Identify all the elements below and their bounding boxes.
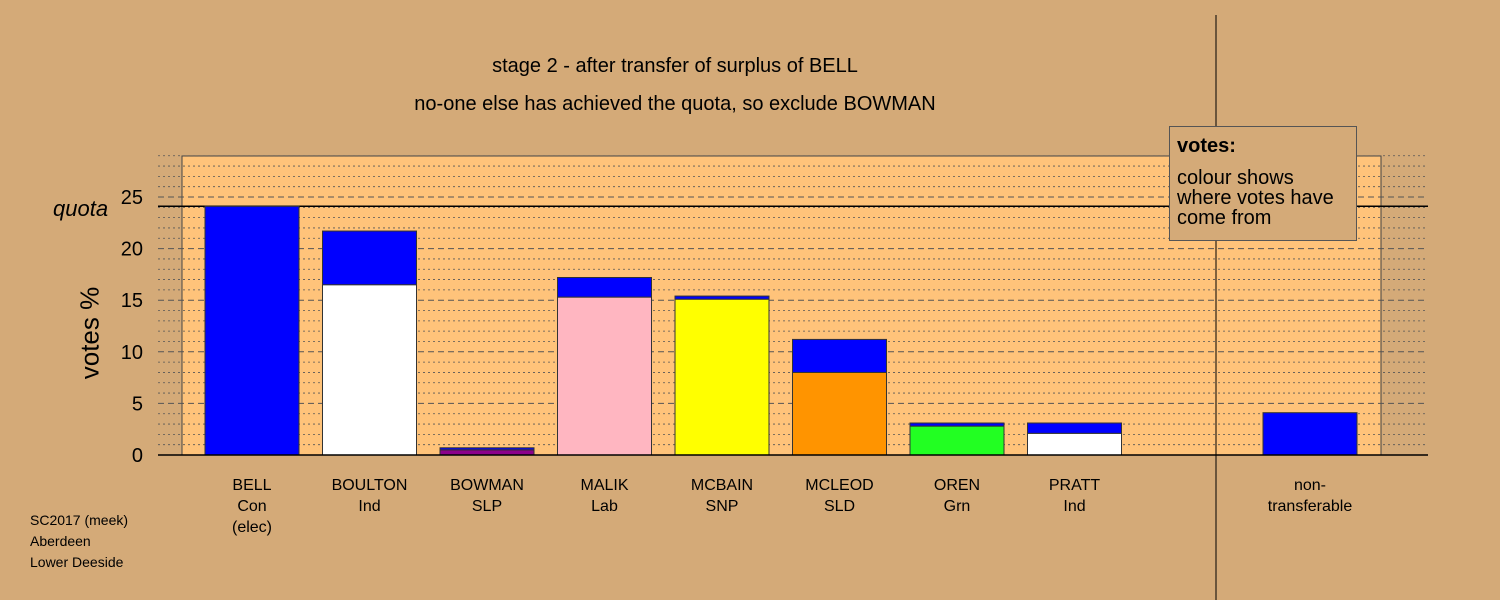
chart-subtitle: no-one else has achieved the quota, so e… — [414, 93, 936, 115]
candidate-label-malik: MALIK Lab — [545, 475, 665, 517]
quota-label: quota — [53, 196, 109, 221]
bar-transfer-pratt — [1027, 422, 1122, 434]
bar-own-boulton — [322, 284, 417, 456]
source-line-3: Lower Deeside — [30, 554, 124, 570]
bars-group — [204, 205, 1358, 456]
source-line-2: Aberdeen — [30, 533, 91, 549]
candidate-label-pratt: PRATT Ind — [1015, 475, 1135, 517]
candidate-party: Con — [237, 498, 267, 515]
legend: votes: colour shows where votes have com… — [1169, 126, 1357, 241]
y-tick-labels: 0 5 10 15 20 25 — [121, 187, 143, 467]
bar-transfer-boulton — [322, 230, 417, 286]
candidate-note: (elec) — [231, 519, 272, 536]
non-transferable-label-line2: transferable — [1267, 498, 1353, 515]
candidate-name: PRATT — [1048, 477, 1101, 494]
y-tick-label: 15 — [121, 290, 143, 312]
candidate-party: SNP — [705, 498, 739, 515]
bar-own-bell — [204, 205, 300, 456]
legend-text: colour shows where votes have come from — [1177, 167, 1334, 229]
source-note: SC2017 (meek) Aberdeen Lower Deeside — [30, 510, 128, 573]
y-tick-label: 20 — [121, 239, 143, 261]
bar-own-oren — [909, 425, 1005, 456]
y-tick-label: 10 — [121, 342, 143, 364]
y-tick-label: 25 — [121, 187, 143, 209]
candidate-party: Grn — [943, 498, 971, 515]
candidate-name: BOWMAN — [450, 477, 524, 494]
candidate-label-mcbain: MCBAIN SNP — [662, 475, 782, 517]
candidate-name: BOULTON — [331, 477, 408, 494]
candidate-party: SLP — [471, 498, 503, 515]
bar-own-mcbain — [674, 298, 770, 456]
bar-own-pratt — [1027, 432, 1122, 456]
candidate-name: MCBAIN — [690, 477, 754, 494]
bar-transfer-malik — [557, 276, 652, 298]
y-tick-label: 5 — [132, 393, 143, 415]
bar-transfer-mcleod — [792, 338, 887, 373]
bar-own-mcleod — [792, 371, 887, 456]
candidate-label-boulton: BOULTON Ind — [310, 475, 430, 517]
bar-own-bowman — [439, 449, 535, 456]
bar-own-malik — [557, 296, 652, 456]
candidate-label-oren: OREN Grn — [897, 475, 1017, 517]
source-line-1: SC2017 (meek) — [30, 512, 129, 528]
candidate-name: OREN — [933, 477, 981, 494]
bar-non-transferable — [1262, 412, 1358, 456]
candidate-party: SLD — [823, 498, 856, 515]
non-transferable-label-line1: non- — [1293, 477, 1327, 494]
non-transferable-label: non- transferable — [1250, 475, 1370, 517]
candidate-name: MCLEOD — [805, 477, 874, 494]
bar-transfer-bowman — [439, 447, 535, 451]
legend-title: votes: — [1177, 135, 1236, 157]
candidate-name: MALIK — [580, 477, 629, 494]
chart-title: stage 2 - after transfer of surplus of B… — [492, 55, 858, 77]
candidate-party: Ind — [358, 498, 381, 515]
bar-transfer-oren — [909, 422, 1005, 427]
candidate-name: BELL — [232, 477, 272, 494]
candidate-party: Lab — [591, 498, 618, 515]
candidate-label-bell: BELL Con (elec) — [192, 475, 312, 538]
y-axis-label: votes % — [74, 286, 105, 380]
candidate-label-mcleod: MCLEOD SLD — [780, 475, 900, 517]
y-tick-label: 0 — [132, 445, 143, 467]
candidate-party: Ind — [1063, 498, 1086, 515]
bar-transfer-mcbain — [674, 295, 770, 300]
candidate-label-bowman: BOWMAN SLP — [427, 475, 547, 517]
